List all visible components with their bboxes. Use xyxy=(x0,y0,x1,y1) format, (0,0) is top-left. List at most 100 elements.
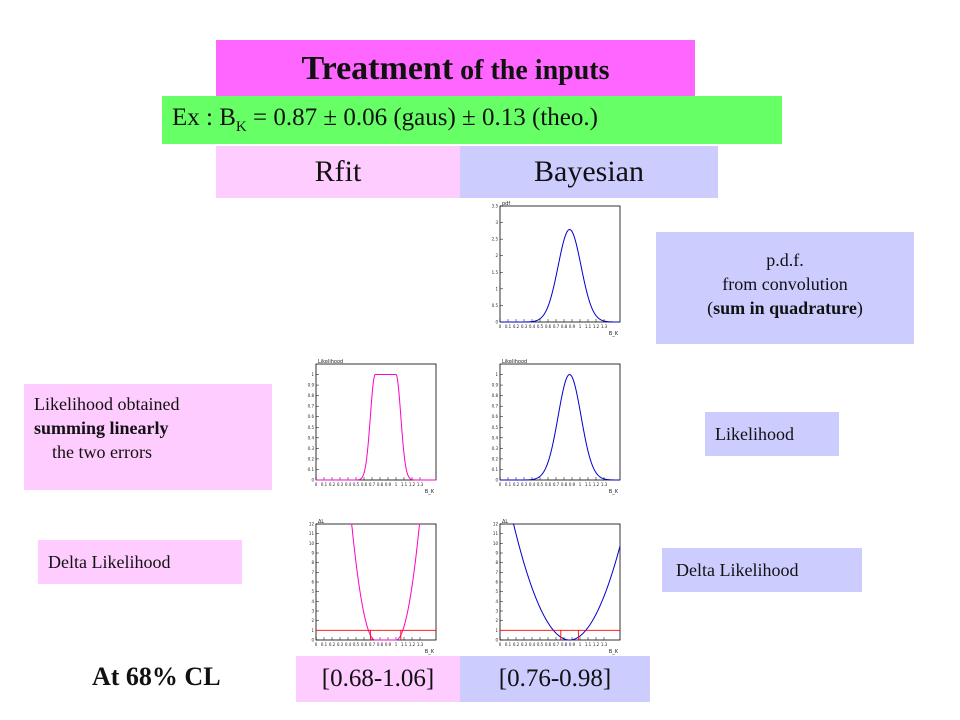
y-axis-label: ΔL xyxy=(318,519,324,525)
bayes-delta-likelihood-label: Delta Likelihood xyxy=(662,548,862,592)
x-tick-label: 0.9 xyxy=(385,482,392,487)
y-tick-label: 0.3 xyxy=(308,446,315,451)
y-tick-label: 8 xyxy=(311,560,314,565)
x-tick-label: 1.1 xyxy=(401,642,408,647)
y-tick-label: 1 xyxy=(311,372,314,377)
y-tick-label: 7 xyxy=(495,570,498,575)
rfit-delta-likelihood-label: Delta Likelihood xyxy=(38,540,242,584)
x-tick-label: 0.4 xyxy=(529,482,536,487)
x-tick-label: 0.3 xyxy=(521,482,528,487)
x-tick-label: 0.7 xyxy=(369,482,376,487)
y-tick-label: 2 xyxy=(495,253,498,258)
y-tick-label: 12 xyxy=(493,522,499,527)
series-line xyxy=(351,523,421,641)
x-tick-label: 0.1 xyxy=(505,324,512,329)
x-tick-label: 0.5 xyxy=(353,482,360,487)
bayes-pdf-svg: 0 0.1 0.2 0.3 0.4 0.5 0.6 0.7 0.8 0.9 1 1.1 1.2 1.300… xyxy=(492,201,621,337)
title-main: Treatment xyxy=(301,50,454,87)
x-tick-label: 0.5 xyxy=(353,642,360,647)
x-tick-label: 0.6 xyxy=(361,482,368,487)
y-tick-label: 3.5 xyxy=(492,204,499,209)
y-tick-label: 2 xyxy=(311,618,314,623)
pdf-line3-open: ( xyxy=(707,298,714,318)
plot-bayes-likelihood: 0 0.1 0.2 0.3 0.4 0.5 0.6 0.7 0.8 0.9 1 1.1 1.2 1.3 0 0… xyxy=(480,356,632,496)
x-tick-label: 0 xyxy=(315,642,318,647)
x-tick-label: 1.1 xyxy=(585,324,592,329)
x-tick-label: 1.2 xyxy=(593,482,600,487)
series-line xyxy=(316,374,436,481)
x-tick-label: 1.2 xyxy=(593,324,600,329)
x-tick-label: 1 xyxy=(395,482,398,487)
y-axis-label: Likelihood xyxy=(318,359,343,365)
x-tick-label: 0.7 xyxy=(553,642,560,647)
x-tick-label: 0.4 xyxy=(529,324,536,329)
y-tick-label: 9 xyxy=(311,551,314,556)
x-tick-label: 0.9 xyxy=(569,324,576,329)
pdf-line3: (sum in quadrature) xyxy=(656,296,914,320)
x-axis-label: B_K xyxy=(609,649,619,655)
x-tick-label: 0.2 xyxy=(513,324,520,329)
example-suffix: = 0.87 ± 0.06 (gaus) ± 0.13 (theo.) xyxy=(246,104,598,131)
y-tick-label: 8 xyxy=(495,560,498,565)
example-subscript: K xyxy=(235,119,247,135)
x-tick-label: 0 xyxy=(499,642,502,647)
x-tick-label: 0.5 xyxy=(537,642,544,647)
example-prefix: Ex : B xyxy=(172,104,236,131)
plot-rfit-delta-likelihood: 0 0.1 0.2 0.3 0.4 0.5 0.6 0.7 0.8 0.9 1 1.1 1.2 1.3 0 1… xyxy=(296,516,448,656)
x-tick-label: 0.9 xyxy=(385,642,392,647)
x-tick-label: 0.2 xyxy=(329,642,336,647)
y-tick-label: 1.5 xyxy=(492,270,499,275)
plot-frame xyxy=(315,363,437,481)
y-axis-label: Likelihood xyxy=(502,359,527,365)
y-tick-label: 0.7 xyxy=(308,404,315,409)
y-tick-label: 2 xyxy=(495,618,498,623)
x-tick-label: 1.2 xyxy=(593,642,600,647)
x-tick-label: 0.9 xyxy=(569,482,576,487)
y-tick-label: 0.2 xyxy=(492,456,499,461)
x-tick-label: 0 xyxy=(499,482,502,487)
series-line xyxy=(500,374,620,481)
x-tick-label: 0.3 xyxy=(521,642,528,647)
y-tick-label: 1 xyxy=(495,286,498,291)
y-tick-label: 0.9 xyxy=(308,383,315,388)
example-banner: Ex : BK = 0.87 ± 0.06 (gaus) ± 0.13 (the… xyxy=(162,96,782,144)
x-tick-label: 1.3 xyxy=(417,642,424,647)
title-banner: Treatment of the inputs xyxy=(216,40,695,100)
series-line xyxy=(500,229,620,323)
x-tick-label: 1.1 xyxy=(401,482,408,487)
x-tick-label: 0.8 xyxy=(377,642,384,647)
y-tick-label: 0.2 xyxy=(308,456,315,461)
y-tick-label: 4 xyxy=(311,599,314,604)
y-tick-label: 0.1 xyxy=(492,467,499,472)
x-tick-label: 0.8 xyxy=(561,642,568,647)
x-tick-label: 0.4 xyxy=(529,642,536,647)
y-tick-label: 0.3 xyxy=(492,446,499,451)
x-tick-label: 0.8 xyxy=(561,482,568,487)
y-tick-label: 2.5 xyxy=(492,237,499,242)
x-tick-label: 0.6 xyxy=(545,482,552,487)
x-tick-label: 0.3 xyxy=(337,482,344,487)
x-tick-label: 1 xyxy=(579,324,582,329)
y-tick-label: 0 xyxy=(495,320,498,325)
x-tick-label: 0.4 xyxy=(345,642,352,647)
x-tick-label: 0.8 xyxy=(377,482,384,487)
y-tick-label: 0.5 xyxy=(492,425,499,430)
column-header-rfit: Rfit xyxy=(216,146,460,198)
plot-frame xyxy=(499,363,621,481)
title-rest: of the inputs xyxy=(453,55,610,86)
pdf-line3-bold: sum in quadrature xyxy=(713,298,857,318)
y-tick-label: 5 xyxy=(311,589,314,594)
x-tick-label: 1.2 xyxy=(409,642,416,647)
lik-left-line1: Likelihood obtained xyxy=(34,394,180,414)
y-tick-label: 0 xyxy=(311,638,314,643)
y-axis-label: pdf xyxy=(502,201,510,207)
y-tick-label: 6 xyxy=(495,580,498,585)
x-axis-label: B_K xyxy=(425,489,435,495)
series-line xyxy=(512,523,621,641)
x-tick-label: 1.3 xyxy=(601,482,608,487)
plot-bayes-delta-likelihood: 0 0.1 0.2 0.3 0.4 0.5 0.6 0.7 0.8 0.9 1 1.1 1.2 1.3 0 1… xyxy=(480,516,632,656)
x-tick-label: 0.1 xyxy=(321,482,328,487)
x-tick-label: 0.7 xyxy=(553,324,560,329)
x-tick-label: 1.3 xyxy=(601,642,608,647)
x-tick-label: 0.6 xyxy=(545,642,552,647)
